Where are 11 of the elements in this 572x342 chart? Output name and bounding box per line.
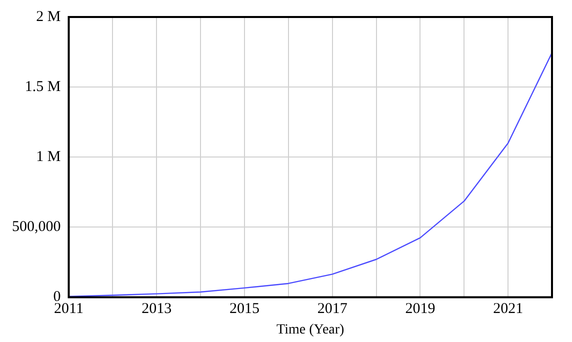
x-tick-label: 2019	[405, 301, 436, 318]
y-tick-label: 1 M	[36, 149, 61, 166]
y-tick-label: 2 M	[36, 8, 61, 25]
y-tick-label: 1.5 M	[24, 78, 61, 95]
y-tick-label: 500,000	[12, 219, 61, 236]
x-axis-title: Time (Year)	[276, 322, 345, 338]
x-tick-label: 2011	[54, 301, 84, 318]
x-tick-label: 2021	[493, 301, 524, 318]
x-tick-label: 2015	[229, 301, 260, 318]
x-tick-label: 2017	[317, 301, 348, 318]
x-tick-label: 2013	[142, 301, 172, 318]
